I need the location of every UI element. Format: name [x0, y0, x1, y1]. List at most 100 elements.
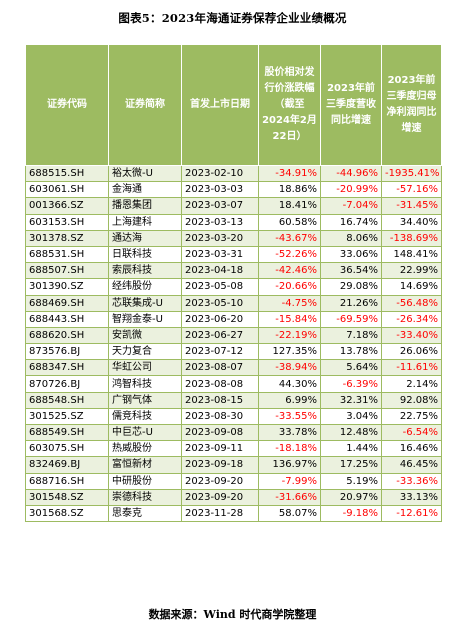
- cell-revenue-growth: 36.54%: [320, 262, 382, 280]
- cell-code: 688507.SH: [25, 262, 109, 280]
- table-row: 301568.SZ 思泰克 2023-11-28 58.07% -9.18% -12.61…: [25, 504, 442, 523]
- cell-code: 688549.SH: [25, 423, 109, 442]
- cell-price-change: 33.78%: [258, 423, 321, 442]
- cell-code: 301378.SZ: [25, 229, 109, 247]
- cell-profit-growth: -33.40%: [381, 326, 442, 345]
- cell-revenue-growth: 12.48%: [320, 423, 382, 442]
- table-row: 688507.SH 索辰科技 2023-04-18 -42.46% 36.54% 22.9…: [25, 262, 442, 280]
- cell-code: 301568.SZ: [25, 504, 109, 523]
- cell-profit-growth: 16.46%: [381, 440, 442, 458]
- cell-date: 2023-03-20: [181, 229, 259, 247]
- cell-date: 2023-08-30: [181, 407, 259, 426]
- cell-price-change: -7.99%: [258, 472, 321, 490]
- cell-name: 天力复合: [108, 343, 182, 361]
- cell-date: 2023-03-07: [181, 197, 259, 215]
- cell-code: 688443.SH: [25, 310, 109, 328]
- table-row: 870726.BJ 鸿智科技 2023-08-08 44.30% -6.39% 2.14%: [25, 375, 442, 393]
- table-body: 688515.SH 裕太微-U 2023-02-10 -34.91% -44.96% -1…: [25, 164, 442, 523]
- cell-profit-growth: -31.45%: [381, 197, 442, 215]
- cell-name: 安凯微: [108, 326, 182, 345]
- cell-name: 日联科技: [108, 245, 182, 264]
- cell-date: 2023-03-31: [181, 245, 259, 264]
- cell-name: 索辰科技: [108, 262, 182, 280]
- cell-code: 301525.SZ: [25, 407, 109, 426]
- cell-price-change: -20.66%: [258, 278, 321, 296]
- cell-profit-growth: -57.16%: [381, 181, 442, 199]
- table-row: 688515.SH 裕太微-U 2023-02-10 -34.91% -44.96% -1…: [25, 164, 442, 183]
- cell-code: 603075.SH: [25, 440, 109, 458]
- cell-profit-growth: -6.54%: [381, 423, 442, 442]
- cell-name: 华虹公司: [108, 359, 182, 377]
- cell-profit-growth: 33.13%: [381, 488, 442, 506]
- cell-revenue-growth: 1.44%: [320, 440, 382, 458]
- cell-revenue-growth: 7.18%: [320, 326, 382, 345]
- cell-name: 崇德科技: [108, 488, 182, 506]
- cell-date: 2023-03-03: [181, 181, 259, 199]
- cell-name: 富恒新材: [108, 456, 182, 474]
- cell-date: 2023-09-08: [181, 423, 259, 442]
- table-row: 603061.SH 金海通 2023-03-03 18.86% -20.99% -57.1…: [25, 181, 442, 199]
- cell-code: 688620.SH: [25, 326, 109, 345]
- cell-profit-growth: -12.61%: [381, 504, 442, 523]
- cell-code: 870726.BJ: [25, 375, 109, 393]
- cell-profit-growth: 14.69%: [381, 278, 442, 296]
- header-row: 证券代码 证券简称 首发上市日期 股价相对发行价涨跌幅（截至2024年2月22日…: [25, 44, 442, 166]
- table-row: 001366.SZ 播恩集团 2023-03-07 18.41% -7.04% -31.4…: [25, 197, 442, 215]
- cell-date: 2023-05-10: [181, 294, 259, 312]
- cell-price-change: 60.58%: [258, 213, 321, 231]
- table-container: 证券代码 证券简称 首发上市日期 股价相对发行价涨跌幅（截至2024年2月22日…: [25, 44, 442, 523]
- cell-name: 鸿智科技: [108, 375, 182, 393]
- cell-code: 603153.SH: [25, 213, 109, 231]
- cell-name: 裕太微-U: [108, 164, 182, 183]
- table-row: 301548.SZ 崇德科技 2023-09-20 -31.66% 20.97% 33.1…: [25, 488, 442, 506]
- cell-profit-growth: 34.40%: [381, 213, 442, 231]
- cell-revenue-growth: -20.99%: [320, 181, 382, 199]
- header-price-change: 股价相对发行价涨跌幅（截至2024年2月22日）: [258, 44, 321, 166]
- cell-name: 广钢气体: [108, 391, 182, 409]
- cell-profit-growth: 22.99%: [381, 262, 442, 280]
- table-row: 688549.SH 中巨芯-U 2023-09-08 33.78% 12.48% -6.5…: [25, 423, 442, 442]
- cell-code: 688347.SH: [25, 359, 109, 377]
- cell-revenue-growth: 21.26%: [320, 294, 382, 312]
- cell-price-change: -18.18%: [258, 440, 321, 458]
- cell-name: 中研股份: [108, 472, 182, 490]
- cell-profit-growth: 2.14%: [381, 375, 442, 393]
- cell-revenue-growth: -44.96%: [320, 164, 382, 183]
- cell-profit-growth: 26.06%: [381, 343, 442, 361]
- cell-code: 688716.SH: [25, 472, 109, 490]
- cell-revenue-growth: 13.78%: [320, 343, 382, 361]
- header-profit-growth: 2023年前三季度归母净利润同比增速: [381, 44, 442, 166]
- header-revenue-growth: 2023年前三季度营收同比增速: [320, 44, 382, 166]
- cell-date: 2023-07-12: [181, 343, 259, 361]
- table-row: 873576.BJ 天力复合 2023-07-12 127.35% 13.78% 26.0…: [25, 343, 442, 361]
- cell-price-change: 18.86%: [258, 181, 321, 199]
- cell-code: 301390.SZ: [25, 278, 109, 296]
- cell-profit-growth: -11.61%: [381, 359, 442, 377]
- table-row: 301525.SZ 儒竞科技 2023-08-30 -33.55% 3.04% 22.75…: [25, 407, 442, 426]
- table-row: 688548.SH 广钢气体 2023-08-15 6.99% 32.31% 92.08%: [25, 391, 442, 409]
- header-code: 证券代码: [25, 44, 109, 166]
- cell-name: 热威股份: [108, 440, 182, 458]
- cell-code: 688515.SH: [25, 164, 109, 183]
- cell-price-change: 6.99%: [258, 391, 321, 409]
- cell-price-change: 44.30%: [258, 375, 321, 393]
- cell-revenue-growth: -9.18%: [320, 504, 382, 523]
- cell-price-change: -15.84%: [258, 310, 321, 328]
- cell-code: 603061.SH: [25, 181, 109, 199]
- cell-price-change: -52.26%: [258, 245, 321, 264]
- header-name: 证券简称: [108, 44, 182, 166]
- cell-date: 2023-06-27: [181, 326, 259, 345]
- table-row: 688716.SH 中研股份 2023-09-20 -7.99% 5.19% -33.36…: [25, 472, 442, 490]
- header-date: 首发上市日期: [181, 44, 259, 166]
- cell-price-change: -38.94%: [258, 359, 321, 377]
- cell-price-change: -42.46%: [258, 262, 321, 280]
- table-row: 301390.SZ 经纬股份 2023-05-08 -20.66% 29.08% 14.6…: [25, 278, 442, 296]
- cell-price-change: 127.35%: [258, 343, 321, 361]
- cell-profit-growth: -33.36%: [381, 472, 442, 490]
- cell-code: 688469.SH: [25, 294, 109, 312]
- cell-name: 思泰克: [108, 504, 182, 523]
- cell-price-change: -31.66%: [258, 488, 321, 506]
- cell-date: 2023-08-15: [181, 391, 259, 409]
- cell-price-change: -4.75%: [258, 294, 321, 312]
- cell-revenue-growth: 3.04%: [320, 407, 382, 426]
